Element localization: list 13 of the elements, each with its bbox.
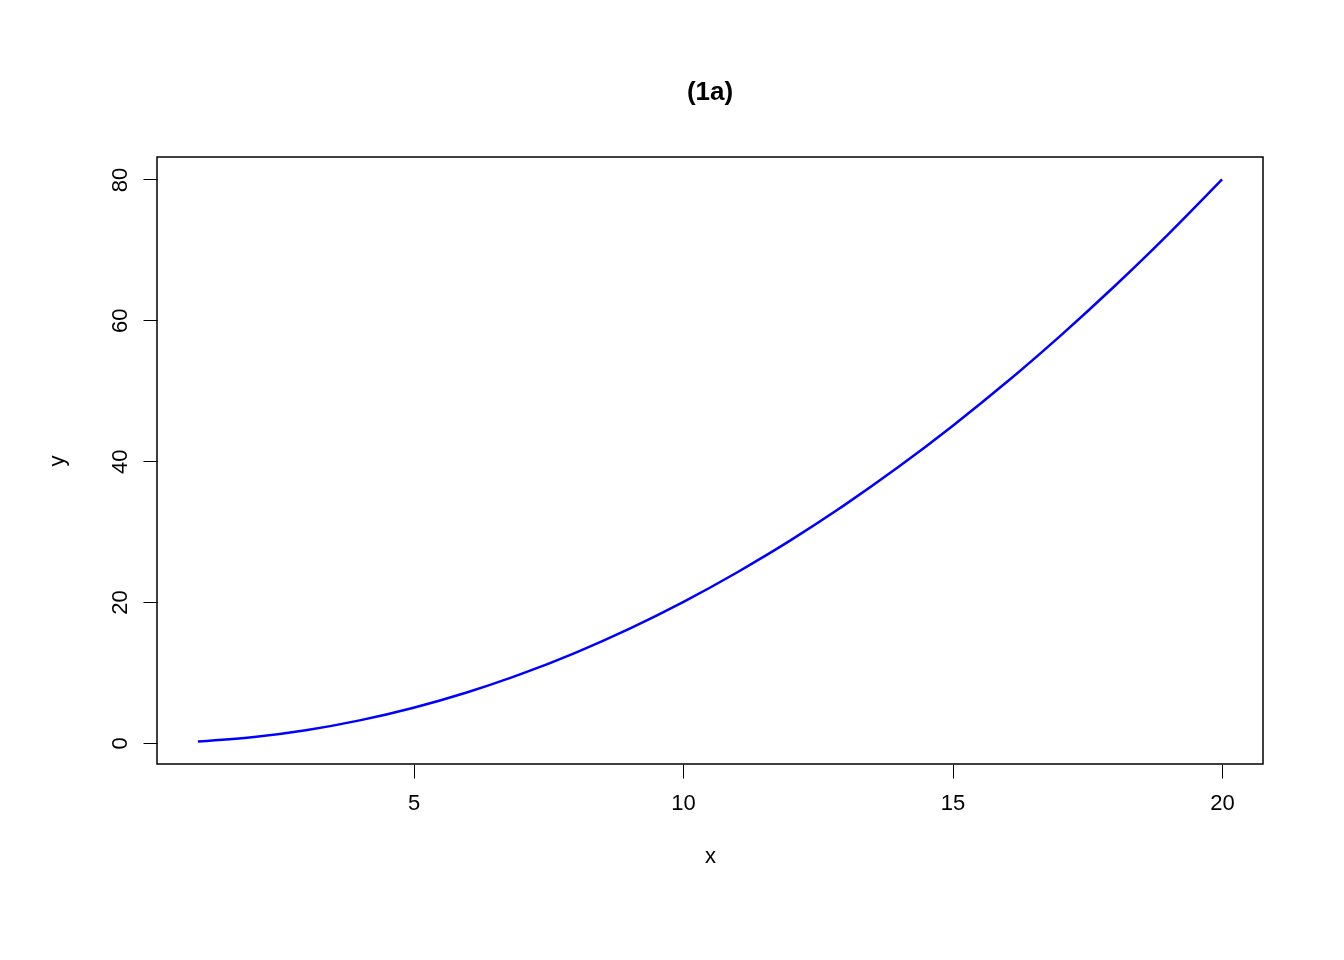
x-axis-title: x xyxy=(705,842,716,868)
y-tick-label: 80 xyxy=(106,167,132,193)
chart-title: (1a) xyxy=(686,76,734,106)
x-tick-label: 10 xyxy=(671,789,696,815)
y-tick-label: 20 xyxy=(106,590,132,615)
y-tick-label: 0 xyxy=(106,737,132,750)
x-tick-label: 15 xyxy=(940,789,966,815)
y-tick-label: 60 xyxy=(106,308,132,334)
y-tick-label: 40 xyxy=(106,449,132,474)
y-axis-title: y xyxy=(43,455,69,467)
line-series xyxy=(196,178,1224,743)
x-tick-label: 20 xyxy=(1210,789,1235,815)
x-tick-label: 5 xyxy=(407,789,421,815)
